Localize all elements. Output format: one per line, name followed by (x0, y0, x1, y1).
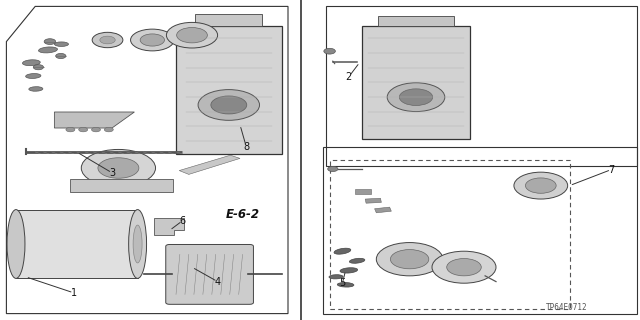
Polygon shape (154, 218, 184, 235)
Bar (195, 14, 262, 26)
Circle shape (399, 89, 433, 106)
Ellipse shape (22, 60, 40, 66)
Ellipse shape (329, 275, 343, 279)
Ellipse shape (129, 210, 147, 278)
Circle shape (100, 36, 115, 44)
Circle shape (525, 178, 556, 193)
Text: 8: 8 (243, 142, 250, 152)
Bar (355, 189, 371, 194)
Bar (326, 6, 637, 166)
Ellipse shape (38, 47, 58, 53)
Circle shape (56, 53, 66, 59)
Circle shape (98, 158, 139, 178)
Bar (176, 26, 282, 154)
Bar (323, 147, 637, 314)
Circle shape (432, 251, 496, 283)
Text: 2: 2 (346, 72, 352, 82)
Ellipse shape (7, 210, 25, 278)
Circle shape (92, 127, 100, 132)
Ellipse shape (334, 248, 351, 254)
Ellipse shape (26, 74, 41, 78)
Circle shape (198, 90, 260, 120)
Text: 6: 6 (179, 216, 186, 226)
Ellipse shape (349, 258, 365, 263)
Polygon shape (179, 155, 240, 174)
Circle shape (166, 22, 218, 48)
Circle shape (131, 29, 174, 51)
Text: 4: 4 (214, 276, 221, 287)
Circle shape (447, 259, 481, 276)
Bar (362, 26, 470, 139)
Circle shape (79, 127, 88, 132)
Ellipse shape (54, 42, 68, 46)
Polygon shape (70, 179, 173, 192)
Circle shape (376, 243, 443, 276)
Text: E-6-2: E-6-2 (226, 208, 260, 221)
FancyBboxPatch shape (166, 244, 253, 304)
Circle shape (81, 149, 156, 187)
Bar (330, 160, 570, 309)
Ellipse shape (133, 225, 142, 263)
Circle shape (33, 65, 44, 70)
Circle shape (92, 32, 123, 48)
Text: 7: 7 (608, 164, 614, 175)
Circle shape (387, 83, 445, 112)
Ellipse shape (29, 87, 43, 91)
Ellipse shape (340, 268, 358, 273)
Bar (16, 210, 138, 278)
Bar (365, 198, 381, 203)
Circle shape (211, 96, 247, 114)
Circle shape (104, 127, 113, 132)
Circle shape (177, 28, 207, 43)
Circle shape (140, 34, 164, 46)
Bar (374, 207, 391, 213)
Circle shape (324, 48, 335, 54)
Text: 1: 1 (70, 288, 77, 298)
Polygon shape (54, 112, 134, 128)
Text: TP64E0712: TP64E0712 (545, 303, 588, 312)
Ellipse shape (337, 283, 354, 287)
Text: 5: 5 (339, 278, 346, 288)
Circle shape (390, 250, 429, 269)
Bar (378, 16, 454, 26)
Circle shape (66, 127, 75, 132)
Circle shape (514, 172, 568, 199)
Circle shape (328, 166, 338, 172)
Circle shape (44, 39, 56, 44)
Text: 3: 3 (109, 168, 115, 178)
